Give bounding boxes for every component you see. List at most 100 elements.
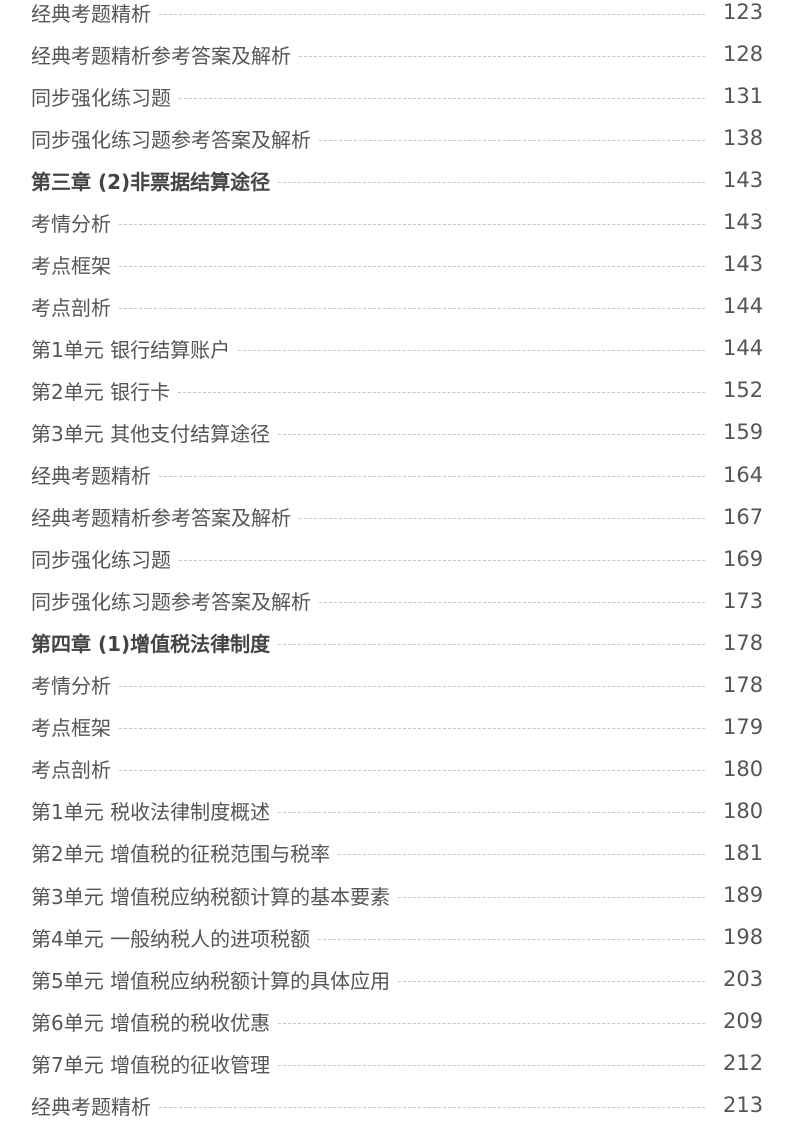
dotted-leader [159,476,705,478]
toc-entry-title: 第2单元 增值税的征税范围与税率 [31,842,331,867]
toc-page-number: 144 [723,336,764,361]
toc-entry[interactable]: 第3单元 其他支付结算途径 159 [31,411,764,453]
toc-entry[interactable]: 考点框架 179 [31,706,763,748]
toc-entry[interactable]: 第1单元 银行结算账户 144 [31,327,764,369]
toc-entry-title: 第2单元 银行卡 [31,379,171,404]
dotted-leader [299,518,705,520]
dotted-leader [159,1106,705,1108]
dotted-leader [238,349,705,351]
dotted-leader [398,896,705,898]
toc-entry[interactable]: 同步强化练习题参考答案及解析 138 [31,117,764,159]
dotted-leader [119,728,705,730]
toc-page-number: 178 [723,630,764,655]
toc-entry-title: 第3单元 其他支付结算途径 [31,421,271,446]
toc-entry[interactable]: 同步强化练习题 131 [31,75,763,117]
dotted-leader [278,644,705,646]
toc-entry[interactable]: 第2单元 银行卡 152 [31,369,764,411]
toc-page-number: 180 [723,798,764,823]
toc-entry-title: 经典考题精析参考答案及解析 [31,506,291,531]
dotted-leader [179,560,705,562]
dotted-leader [278,1022,705,1024]
toc-page-number: 143 [723,168,764,193]
toc-entry[interactable]: 经典考题精析参考答案及解析 167 [31,496,763,538]
toc-entry-title: 考点框架 [31,716,111,741]
dotted-leader [119,686,705,688]
dotted-leader [318,938,705,940]
toc-page-number: 169 [723,546,764,571]
dotted-leader [119,770,705,772]
toc-entry[interactable]: 同步强化练习题参考答案及解析 173 [31,580,764,622]
dotted-leader [179,97,705,99]
toc-entry-title: 经典考题精析参考答案及解析 [31,43,291,68]
toc-page-number: 144 [723,294,764,319]
toc-entry-title: 第3单元 增值税应纳税额计算的基本要素 [31,884,391,909]
toc-entry[interactable]: 经典考题精析参考答案及解析 128 [31,33,764,75]
toc-entry[interactable]: 考点剖析 180 [31,748,764,790]
toc-page-number: 152 [723,378,764,403]
toc-entry-title: 同步强化练习题 [31,548,171,573]
dotted-leader [119,265,705,267]
toc-entry-title: 第三章 (2)非票据结算途径 [31,169,271,194]
dotted-leader [178,391,705,393]
toc-chapter-entry[interactable]: 第四章 (1)增值税法律制度 178 [31,622,764,664]
toc-entry[interactable]: 第4单元 一般纳税人的进项税额 198 [31,916,764,958]
toc-page-number: 173 [723,588,764,613]
toc-page-number: 198 [723,925,764,950]
toc-page-number: 128 [723,42,764,67]
toc-entry[interactable]: 第5单元 增值税应纳税额计算的具体应用 203 [31,958,764,1000]
toc-entry[interactable]: 第2单元 增值税的征税范围与税率 181 [31,832,764,874]
toc-entry[interactable]: 经典考题精析 123 [31,0,764,33]
toc-page-number: 143 [723,210,764,235]
toc-entry[interactable]: 第7单元 增值税的征收管理 212 [31,1042,764,1084]
toc-page-number: 181 [723,840,764,865]
toc-entry[interactable]: 第3单元 增值税应纳税额计算的基本要素 189 [31,874,764,916]
toc-page-number: 123 [723,0,764,25]
toc-page-number: 203 [723,967,764,992]
toc-entry[interactable]: 考情分析 143 [31,201,764,243]
toc-entry[interactable]: 考点剖析 144 [31,285,764,327]
toc-entry-title: 经典考题精析 [31,1,151,26]
toc-chapter-entry[interactable]: 第三章 (2)非票据结算途径 143 [31,159,764,201]
toc-entry-title: 同步强化练习题参考答案及解析 [31,590,311,615]
toc-entry[interactable]: 同步强化练习题 169 [31,538,764,580]
toc-entry[interactable]: 考情分析 178 [31,664,764,706]
toc-entry[interactable]: 经典考题精析 213 [31,1084,764,1126]
toc-entry-title: 经典考题精析 [31,1094,151,1119]
toc-page-number: 159 [723,420,764,445]
toc-entry-title: 第4单元 一般纳税人的进项税额 [31,926,311,951]
toc-page-number: 212 [723,1051,764,1076]
dotted-leader [398,980,705,982]
toc-page-number: 180 [723,756,764,781]
toc-page-number: 189 [723,883,764,907]
dotted-leader [159,13,705,15]
dotted-leader [119,223,705,225]
dotted-leader [278,812,705,814]
table-of-contents: 经典考题精析 123 经典考题精析参考答案及解析 128 同步强化练习题 131 同步强化练… [31,0,764,1126]
dotted-leader [278,1064,705,1066]
toc-entry-title: 第5单元 增值税应纳税额计算的具体应用 [31,968,391,993]
dotted-leader [278,433,705,435]
toc-entry-title: 第6单元 增值税的税收优惠 [31,1010,271,1035]
toc-entry-title: 第7单元 增值税的征收管理 [31,1052,271,1077]
toc-entry-title: 考点剖析 [31,758,111,783]
toc-entry-title: 同步强化练习题参考答案及解析 [31,127,311,152]
toc-entry[interactable]: 第1单元 税收法律制度概述 180 [31,790,764,832]
toc-entry-title: 考点剖析 [31,295,111,320]
dotted-leader [319,602,705,604]
dotted-leader [319,139,705,141]
toc-entry-title: 考情分析 [31,674,111,699]
dotted-leader [299,55,705,57]
toc-entry[interactable]: 考点框架 143 [31,243,764,285]
toc-page-number: 164 [723,462,764,487]
toc-page-number: 178 [723,672,764,697]
toc-entry-title: 同步强化练习题 [31,85,171,110]
toc-entry[interactable]: 经典考题精析 164 [31,454,764,496]
toc-page-number: 143 [723,252,764,277]
toc-page-number: 213 [723,1093,764,1118]
toc-entry-title: 考情分析 [31,211,111,236]
toc-page-number: 209 [723,1009,764,1034]
toc-entry-title: 第1单元 银行结算账户 [31,337,231,362]
toc-entry-title: 经典考题精析 [31,464,151,489]
toc-entry[interactable]: 第6单元 增值税的税收优惠 209 [31,1000,764,1042]
toc-page-number: 138 [723,126,764,151]
